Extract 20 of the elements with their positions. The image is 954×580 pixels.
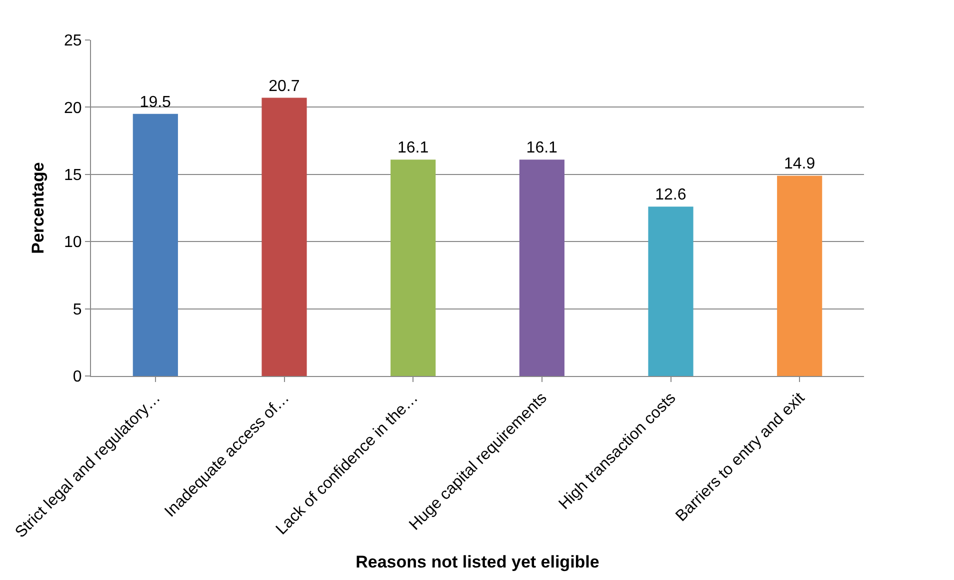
y-tick-label: 15 bbox=[64, 167, 82, 184]
data-label: 12.6 bbox=[655, 186, 686, 204]
x-axis-title: Reasons not listed yet eligible bbox=[356, 552, 600, 572]
data-label: 14.9 bbox=[784, 156, 816, 173]
data-label: 20.7 bbox=[268, 78, 300, 95]
data-label: 16.1 bbox=[526, 140, 558, 157]
bar bbox=[519, 160, 564, 376]
y-tick-label: 25 bbox=[64, 32, 82, 50]
bar bbox=[648, 206, 694, 376]
y-tick-label: 20 bbox=[64, 100, 82, 117]
bar bbox=[390, 160, 436, 376]
y-tick-label: 10 bbox=[64, 234, 82, 252]
data-label: 16.1 bbox=[397, 140, 429, 157]
bar bbox=[262, 98, 307, 376]
y-tick-label: 5 bbox=[72, 301, 82, 318]
y-axis-title: Percentage bbox=[28, 162, 48, 254]
bar bbox=[132, 114, 178, 376]
bar bbox=[777, 176, 822, 376]
data-label: 19.5 bbox=[140, 94, 172, 111]
y-tick-label: 0 bbox=[72, 368, 82, 386]
